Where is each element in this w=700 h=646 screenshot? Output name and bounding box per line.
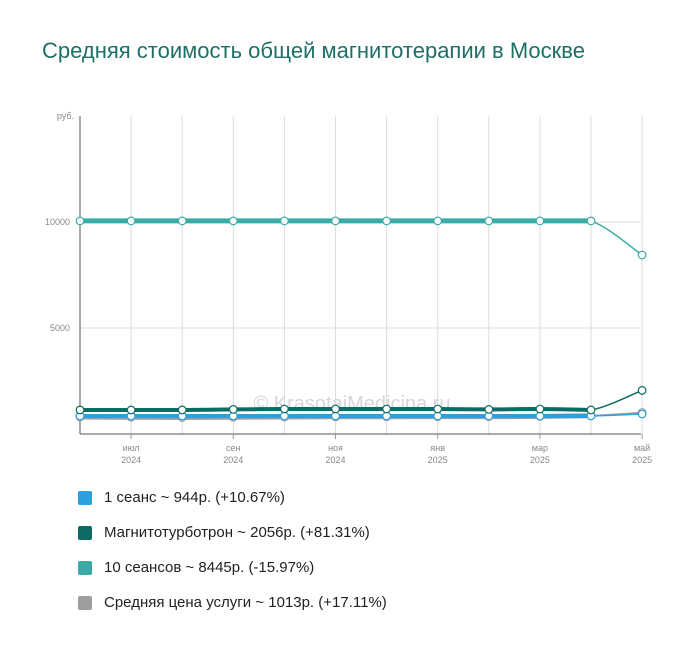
- x-tick-label-year: 2024: [121, 455, 141, 465]
- data-point: [484, 405, 494, 414]
- x-tick-label-month: июл: [123, 443, 140, 453]
- data-point: [228, 405, 238, 414]
- legend-swatch: [78, 595, 92, 610]
- series-tail-1: [590, 389, 643, 411]
- data-point: [433, 404, 443, 414]
- x-tick-label-month: сен: [226, 443, 241, 453]
- legend-swatch: [78, 525, 92, 540]
- data-point: [382, 216, 392, 226]
- x-tick-label-year: 2024: [325, 455, 345, 465]
- data-point: [177, 216, 187, 226]
- legend-swatch: [78, 560, 92, 575]
- data-point: [280, 404, 289, 414]
- x-tick-label-month: ноя: [328, 443, 343, 453]
- x-tick-label-month: янв: [430, 443, 445, 453]
- legend-label: Средняя цена услуги ~ 1013р. (+17.11%): [104, 594, 387, 611]
- legend-swatch: [78, 490, 92, 505]
- data-point: [75, 216, 85, 226]
- data-point: [177, 405, 187, 415]
- series-tail-2: [590, 220, 643, 256]
- data-point: [637, 409, 647, 419]
- legend-label: 10 сеансов ~ 8445р. (-15.97%): [104, 559, 315, 576]
- data-point: [228, 216, 238, 226]
- x-tick-label-year: 2025: [428, 455, 448, 465]
- x-tick-label-year: 2025: [632, 455, 652, 465]
- legend-item-1-session[interactable]: 1 сеанс ~ 944р. (+10.67%): [78, 480, 387, 515]
- data-point: [126, 405, 136, 415]
- data-point: [331, 404, 340, 414]
- legend-item-magnitoturbotron[interactable]: Магнитотурботрон ~ 2056р. (+81.31%): [78, 515, 387, 550]
- data-point: [586, 405, 596, 415]
- line-chart: © KrasotaiMedicina.ru 100005000руб.июл20…: [45, 111, 652, 465]
- data-point: [535, 404, 545, 414]
- data-point: [382, 404, 392, 414]
- data-point: [535, 216, 545, 226]
- data-point: [75, 405, 85, 415]
- grid-lines: [79, 116, 643, 434]
- legend-item-average-price[interactable]: Средняя цена услуги ~ 1013р. (+17.11%): [78, 585, 387, 620]
- chart-title: Средняя стоимость общей магнитотерапии в…: [42, 38, 585, 63]
- data-point: [586, 216, 596, 226]
- y-tick-label: 10000: [45, 217, 70, 227]
- y-axis-unit-label: руб.: [57, 111, 74, 121]
- data-point: [637, 250, 647, 260]
- x-tick-label-month: мар: [532, 443, 548, 453]
- data-point: [280, 216, 289, 226]
- data-point: [126, 216, 136, 226]
- axes: 10000 5000 руб. июл 2024 сен 2024 ноя 2024 янв 202…: [45, 111, 652, 465]
- legend-item-10-sessions[interactable]: 10 сеансов ~ 8445р. (-15.97%): [78, 550, 387, 585]
- x-tick-label-month: май: [634, 443, 650, 453]
- data-point: [484, 216, 494, 226]
- data-point: [331, 216, 340, 226]
- x-tick-label-year: 2025: [530, 455, 550, 465]
- y-tick-label: 5000: [50, 323, 70, 333]
- data-point: [433, 216, 443, 226]
- legend-label: 1 сеанс ~ 944р. (+10.67%): [104, 489, 285, 506]
- legend-label: Магнитотурботрон ~ 2056р. (+81.31%): [104, 524, 370, 541]
- x-tick-label-year: 2024: [223, 455, 243, 465]
- legend: 1 сеанс ~ 944р. (+10.67%) Магнитотурботр…: [78, 480, 387, 620]
- data-points: [75, 216, 647, 422]
- data-point: [637, 386, 647, 395]
- series-lines: [77, 218, 643, 421]
